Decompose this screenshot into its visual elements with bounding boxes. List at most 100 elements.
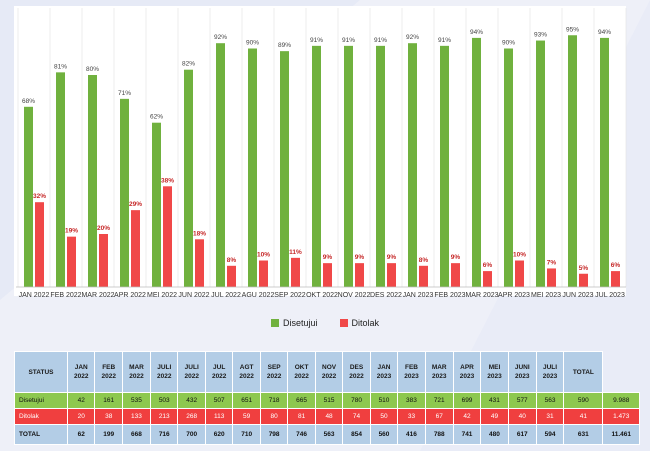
data-label-disetujui: 68% — [22, 98, 35, 105]
table-cell: 11.461 — [602, 424, 640, 445]
table-cell: 33 — [397, 408, 426, 425]
table-cell: 50 — [369, 408, 399, 425]
table-cell: 1.473 — [602, 408, 640, 425]
column-header: MAR 2022 — [121, 351, 152, 393]
column-header: JAN 2023 — [369, 351, 399, 393]
x-axis-ticks: JAN 2022 FEB 2022 MAR 2022 APR 2022 MEI 2022… — [19, 292, 625, 299]
table-cell: 480 — [480, 424, 509, 445]
legend-item-ditolak: Ditolak — [339, 318, 380, 328]
table-cell: 741 — [452, 424, 482, 445]
table-row: Disetujui 42 161 535 503 432 507 651 718 665 515 78… — [14, 392, 640, 409]
row-label: TOTAL — [14, 424, 68, 445]
table-cell: 213 — [150, 408, 179, 425]
table-cell: 510 — [369, 392, 399, 409]
data-label-disetujui: 94% — [598, 29, 611, 36]
table-cell: 268 — [177, 408, 206, 425]
x-tick-label: JUL 2022 — [211, 292, 241, 299]
bar-ditolak — [451, 263, 460, 287]
bar-ditolak — [579, 273, 588, 287]
data-label-ditolak: 9% — [387, 254, 397, 261]
x-tick-label: MEI 2023 — [531, 292, 561, 299]
status-header: STATUS — [14, 351, 68, 393]
bar-disetujui — [376, 45, 385, 287]
data-label-disetujui: 71% — [118, 90, 131, 97]
legend-label: Ditolak — [351, 318, 380, 328]
bar-disetujui — [120, 98, 129, 287]
data-label-ditolak: 9% — [451, 254, 461, 261]
bar-disetujui — [568, 35, 577, 287]
x-tick-label: JUN 2022 — [178, 292, 209, 299]
x-tick-label: NOV 2022 — [338, 292, 371, 299]
table-cell: 507 — [204, 392, 234, 409]
data-label-disetujui: 92% — [406, 34, 419, 41]
table-cell: 798 — [259, 424, 289, 445]
table-cell: 41 — [563, 408, 604, 425]
bar-disetujui — [56, 72, 65, 287]
data-label-disetujui: 90% — [502, 40, 515, 47]
legend-swatch-green — [270, 319, 279, 327]
table-cell: 515 — [314, 392, 344, 409]
table-cell: 81 — [287, 408, 316, 425]
bar-disetujui — [88, 75, 97, 287]
table-cell: 74 — [342, 408, 371, 425]
bar-disetujui — [216, 43, 225, 288]
data-label-disetujui: 91% — [310, 37, 323, 44]
bar-ditolak — [515, 260, 524, 287]
table-cell: 590 — [563, 392, 604, 409]
bar-ditolak — [99, 234, 108, 287]
bar-ditolak — [483, 271, 492, 287]
table-cell: 20 — [66, 408, 96, 425]
table-cell: 716 — [150, 424, 179, 445]
table-cell: 9.988 — [602, 392, 640, 409]
table-cell: 594 — [535, 424, 565, 445]
table-cell: 133 — [121, 408, 152, 425]
data-label-disetujui: 91% — [374, 37, 387, 44]
data-label-ditolak: 8% — [227, 257, 237, 264]
table-row: TOTAL 62 199 668 716 700 620 710 798 746 563 854 560… — [14, 424, 640, 445]
bars — [24, 35, 620, 288]
data-label-ditolak: 19% — [65, 228, 78, 235]
x-tick-label: JAN 2023 — [403, 292, 434, 299]
table-cell: 665 — [287, 392, 316, 409]
bar-ditolak — [227, 265, 236, 287]
data-label-ditolak: 8% — [419, 257, 429, 264]
bar-disetujui — [344, 45, 353, 287]
x-tick-label: MAR 2022 — [81, 292, 114, 299]
table-row: Ditolak 20 38 133 213 268 113 59 80 81 48 74 50 33 67 4… — [14, 408, 640, 425]
bar-ditolak — [387, 263, 396, 287]
data-label-disetujui: 82% — [182, 61, 195, 68]
data-label-disetujui: 91% — [342, 37, 355, 44]
bar-disetujui — [504, 48, 513, 287]
data-label-disetujui: 91% — [438, 37, 451, 44]
table-cell: 67 — [424, 408, 454, 425]
x-tick-label: DES 2022 — [370, 292, 402, 299]
table-header-row: STATUS JAN 2022 FEB 2022 MAR 2022 JULI 2022 JULI… — [14, 351, 640, 393]
table-cell: 631 — [563, 424, 604, 445]
bar-disetujui — [312, 45, 321, 287]
table-cell: 31 — [535, 408, 565, 425]
table-cell: 383 — [397, 392, 426, 409]
x-tick-label: FEB 2022 — [50, 292, 81, 299]
table-cell: 161 — [94, 392, 123, 409]
column-header: TOTAL — [563, 351, 604, 393]
legend-item-disetujui: Disetujui — [270, 318, 318, 328]
table-cell: 113 — [204, 408, 234, 425]
legend: Disetujui Ditolak — [0, 318, 650, 328]
data-label-disetujui: 93% — [534, 32, 547, 39]
data-label-ditolak: 11% — [289, 249, 302, 256]
bar-ditolak — [355, 263, 364, 287]
table-cell: 710 — [232, 424, 261, 445]
column-header: APR 2023 — [452, 351, 482, 393]
table-cell: 62 — [66, 424, 96, 445]
data-label-ditolak: 9% — [323, 254, 333, 261]
table-body: Disetujui 42 161 535 503 432 507 651 718 665 515 78… — [14, 392, 640, 445]
column-header: JULI 2023 — [535, 351, 565, 393]
table-cell: 780 — [342, 392, 371, 409]
table-cell: 668 — [121, 424, 152, 445]
data-label-disetujui: 62% — [150, 114, 163, 121]
column-header: MAR 2023 — [424, 351, 454, 393]
table-cell: 416 — [397, 424, 426, 445]
x-tick-label: AGU 2022 — [242, 292, 275, 299]
table-cell: 560 — [369, 424, 399, 445]
column-header: JUNI 2023 — [507, 351, 537, 393]
